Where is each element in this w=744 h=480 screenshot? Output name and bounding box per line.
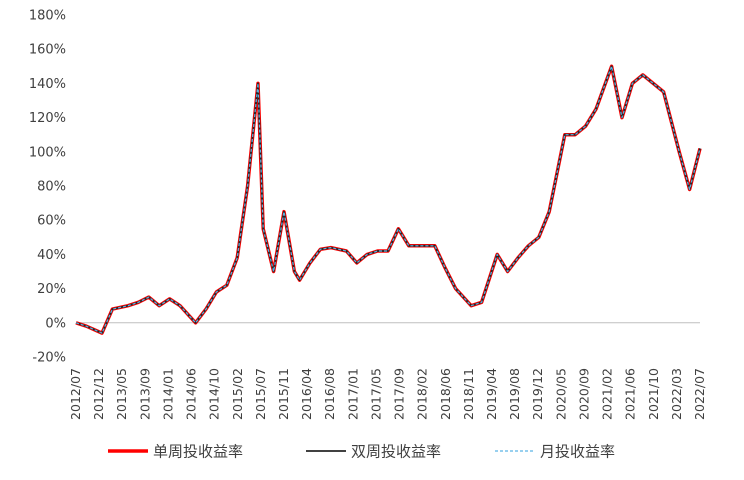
series-line-1 [75,64,702,335]
series-layer [75,64,702,335]
x-tick-label: 2019/08 [507,368,522,420]
x-tick-label: 2021/10 [646,368,661,420]
legend-label-1: 单周投收益率 [153,443,243,461]
x-tick-label: 2014/10 [207,368,222,420]
x-tick-label: 2012/07 [68,368,83,420]
x-tick-label: 2021/02 [600,368,615,420]
series-line-2 [75,65,701,335]
x-tick-label: 2013/09 [137,368,152,420]
y-tick-label: 140% [29,77,66,92]
legend: 单周投收益率 双周投收益率 月投收益率 [108,443,615,461]
y-tick-label: 160% [29,43,66,58]
x-tick-label: 2014/01 [160,368,175,420]
x-tick-label: 2013/05 [114,368,129,420]
y-tick-label: 60% [37,214,66,229]
x-tick-label: 2018/11 [461,368,476,420]
x-tick-label: 2015/11 [276,368,291,420]
legend-label-2: 双周投收益率 [351,443,441,461]
series-line-3 [75,65,701,334]
x-tick-label: 2015/02 [230,368,245,420]
x-tick-label: 2012/12 [91,368,106,420]
x-tick-label: 2017/09 [392,368,407,420]
x-tick-label: 2020/05 [553,368,568,420]
x-tick-label: 2016/08 [322,368,337,420]
x-tick-label: 2015/07 [253,368,268,420]
y-tick-label: 180% [29,9,66,24]
x-tick-label: 2021/06 [623,368,638,420]
x-tick-label: 2022/07 [692,368,707,420]
x-tick-label: 2018/06 [438,368,453,420]
x-tick-label: 2022/03 [669,368,684,420]
legend-label-3: 月投收益率 [540,443,615,461]
x-tick-label: 2018/02 [415,368,430,420]
y-tick-label: 100% [29,145,66,160]
x-tick-label: 2014/06 [184,368,199,420]
x-axis: 2012/07 2012/12 2013/05 2013/09 2014/01 2014/… [68,322,707,420]
x-tick-label: 2017/05 [368,368,383,420]
y-tick-label: 20% [37,282,66,297]
y-tick-label: 120% [29,111,66,126]
y-tick-label: 40% [37,248,66,263]
y-tick-label: -20% [32,351,66,366]
x-tick-label: 2017/01 [345,368,360,420]
x-tick-label: 2019/04 [484,368,499,420]
y-tick-label: 0% [45,316,66,331]
y-tick-label: 80% [37,180,66,195]
x-tick-label: 2020/09 [576,368,591,420]
x-tick-label: 2016/04 [299,368,314,420]
x-tick-label: 2019/12 [530,368,545,420]
y-axis: -20% 0% 20% 40% 60% 80% 100% 120% 140% 160% 180% [29,9,66,366]
